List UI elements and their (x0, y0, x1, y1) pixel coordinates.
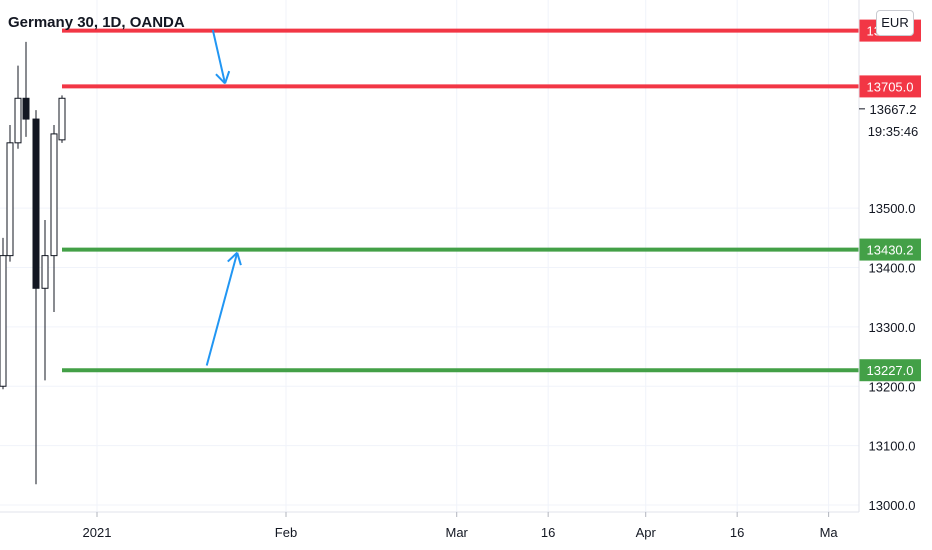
level-price-label: 13705.0 (867, 79, 914, 94)
annotation-arrow (211, 29, 227, 84)
time-axis: 2021 Feb Mar 16 Apr 16 Ma (83, 512, 839, 540)
price-axis: 13500.0 13400.0 13300.0 13200.0 13100.0 13000… (869, 201, 916, 513)
level-price-tag (859, 238, 921, 261)
price-tick-label: 13000.0 (869, 498, 916, 513)
time-tick-label: 16 (541, 525, 555, 540)
level-price-tag (859, 359, 921, 382)
bar-countdown-label: 19:35:46 (868, 124, 919, 139)
candle-body (32, 118, 40, 289)
candle-series (0, 41, 66, 485)
candle-body (14, 97, 22, 144)
time-tick-label: Ma (820, 525, 839, 540)
arrow-head (227, 251, 238, 263)
time-tick-label: Apr (636, 525, 657, 540)
level-price-label: 13430.2 (867, 243, 914, 258)
price-tick-label: 13100.0 (869, 439, 916, 454)
candle-body (6, 142, 14, 257)
time-tick-label: Mar (446, 525, 469, 540)
candle-body (41, 255, 49, 289)
arrow-head (236, 252, 242, 266)
candle-body (0, 255, 7, 387)
chart-grid (0, 0, 859, 512)
arrow-head (215, 73, 226, 85)
last-price-marker: 13667.2 19:35:46 (859, 102, 918, 139)
price-tick-label: 13200.0 (869, 379, 916, 394)
candle-body (58, 97, 66, 141)
time-tick-label: Feb (275, 525, 297, 540)
level-price-label: 13227.0 (867, 363, 914, 378)
chart-title: Germany 30, 1D, OANDA (8, 14, 185, 31)
time-tick-label: 2021 (83, 525, 112, 540)
last-price-label: 13667.2 (870, 102, 917, 117)
price-tick-label: 13400.0 (869, 261, 916, 276)
candle-body (22, 97, 30, 120)
currency-button[interactable]: EUR (876, 10, 914, 36)
level-price-tag (859, 75, 921, 98)
annotation-arrow (205, 252, 239, 366)
price-tick-label: 13500.0 (869, 201, 916, 216)
annotation-arrows (205, 29, 242, 366)
price-tick-label: 13300.0 (869, 320, 916, 335)
time-tick-label: 16 (730, 525, 744, 540)
candle-body (50, 133, 58, 257)
arrow-head (224, 70, 231, 84)
